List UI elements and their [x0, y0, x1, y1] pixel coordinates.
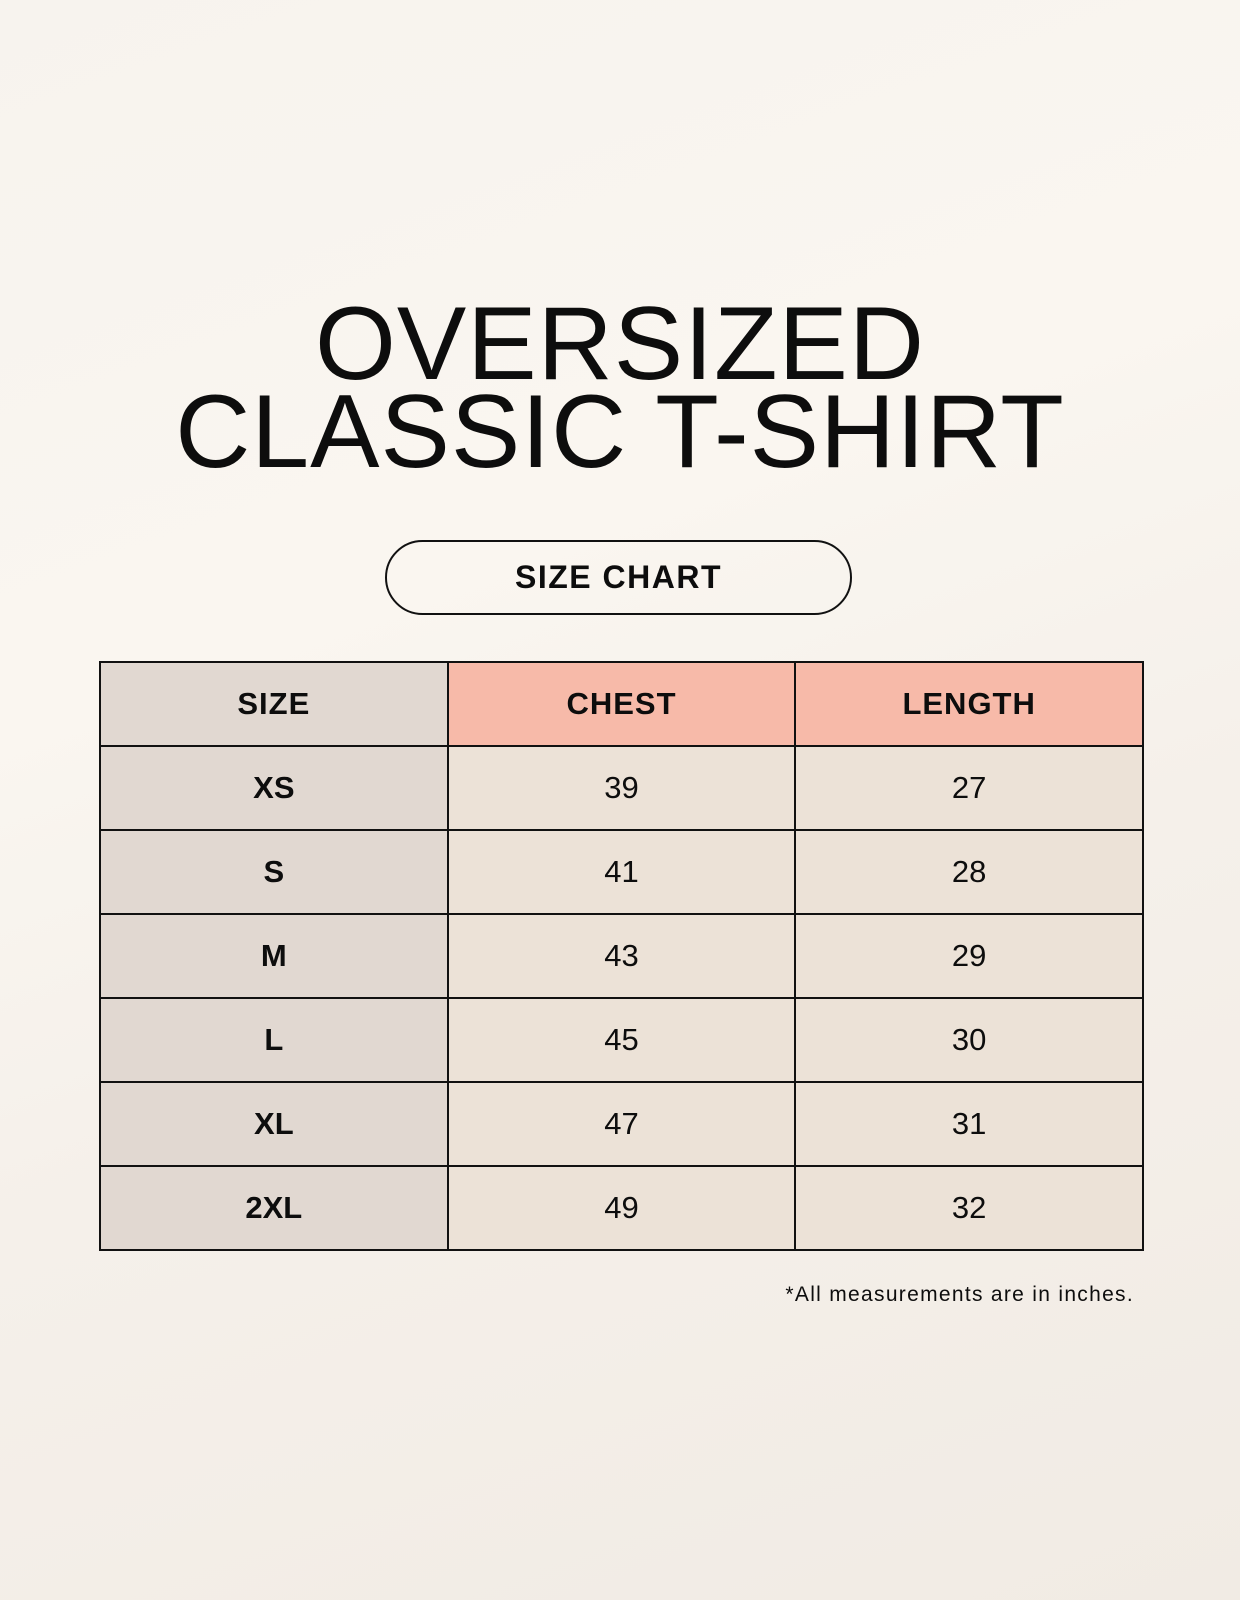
header-chest: CHEST [446, 661, 797, 747]
header-size: SIZE [99, 661, 449, 747]
title-line-2: CLASSIC T-SHIRT [175, 374, 1065, 490]
table-row: L 45 30 [99, 997, 1144, 1083]
table-row: S 41 28 [99, 829, 1144, 915]
length-cell: 29 [794, 913, 1144, 999]
chest-cell: 41 [446, 829, 797, 915]
table-row: M 43 29 [99, 913, 1144, 999]
table-header-row: SIZE CHEST LENGTH [99, 661, 1144, 747]
page-title: OVERSIZED CLASSIC T-SHIRT [0, 286, 1240, 490]
chest-cell: 39 [446, 745, 797, 831]
length-cell: 28 [794, 829, 1144, 915]
length-cell: 30 [794, 997, 1144, 1083]
table-row: XS 39 27 [99, 745, 1144, 831]
size-cell: M [99, 913, 449, 999]
table-row: XL 47 31 [99, 1081, 1144, 1167]
size-chart-badge: SIZE CHART [385, 540, 852, 615]
size-cell: L [99, 997, 449, 1083]
size-cell: S [99, 829, 449, 915]
size-cell: 2XL [99, 1165, 449, 1251]
chest-cell: 45 [446, 997, 797, 1083]
length-cell: 31 [794, 1081, 1144, 1167]
title-line-1: OVERSIZED [315, 286, 925, 402]
length-cell: 27 [794, 745, 1144, 831]
measurement-footnote: *All measurements are in inches. [785, 1283, 1134, 1306]
size-cell: XS [99, 745, 449, 831]
header-length: LENGTH [794, 661, 1144, 747]
chest-cell: 47 [446, 1081, 797, 1167]
chest-cell: 43 [446, 913, 797, 999]
size-cell: XL [99, 1081, 449, 1167]
chest-cell: 49 [446, 1165, 797, 1251]
length-cell: 32 [794, 1165, 1144, 1251]
table-row: 2XL 49 32 [99, 1165, 1144, 1251]
size-table: SIZE CHEST LENGTH XS 39 27 S 41 28 M 43 … [99, 661, 1144, 1251]
